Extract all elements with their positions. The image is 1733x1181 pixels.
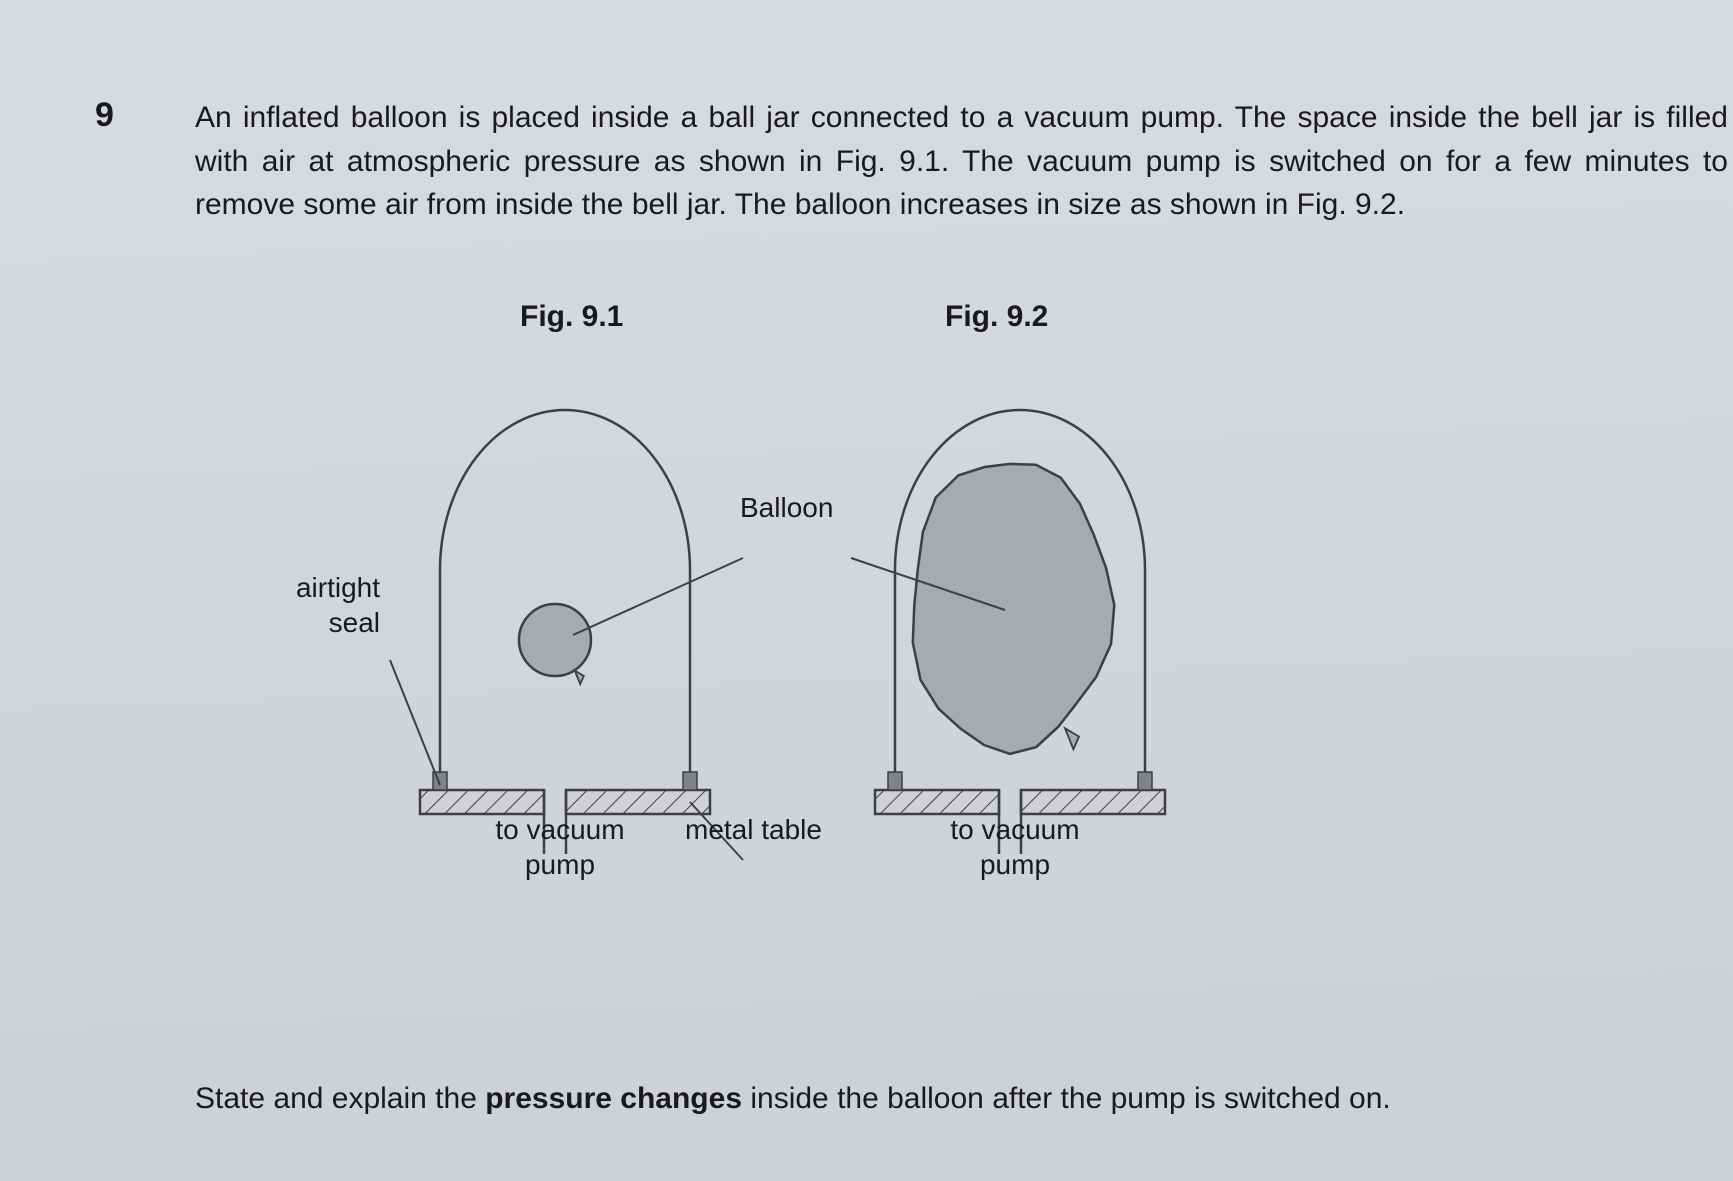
question-number: 9 bbox=[95, 96, 114, 135]
final-question-bold: pressure changes bbox=[485, 1082, 742, 1115]
fig-9-1-title: Fig. 9.1 bbox=[520, 300, 623, 334]
fig-9-2-title: Fig. 9.2 bbox=[945, 300, 1048, 334]
question-paragraph: An inflated balloon is placed inside a b… bbox=[195, 96, 1728, 227]
label-metal-table: metal table bbox=[685, 812, 822, 847]
figures-region: Fig. 9.1 Fig. 9.2 airtight seal Balloon … bbox=[195, 300, 1673, 980]
label-airtight-seal: airtight seal bbox=[270, 570, 380, 640]
final-question-pre: State and explain the bbox=[195, 1082, 485, 1115]
final-question: State and explain the pressure changes i… bbox=[195, 1076, 1673, 1121]
page: 9 An inflated balloon is placed inside a… bbox=[0, 0, 1733, 1181]
final-question-post: inside the balloon after the pump is swi… bbox=[742, 1082, 1391, 1115]
bell-jar-diagram bbox=[195, 350, 1645, 970]
label-balloon: Balloon bbox=[740, 490, 833, 525]
diagram-svg-wrapper bbox=[195, 350, 1645, 970]
label-to-vacuum-pump-1: to vacuum pump bbox=[480, 812, 640, 882]
label-to-vacuum-pump-2: to vacuum pump bbox=[935, 812, 1095, 882]
